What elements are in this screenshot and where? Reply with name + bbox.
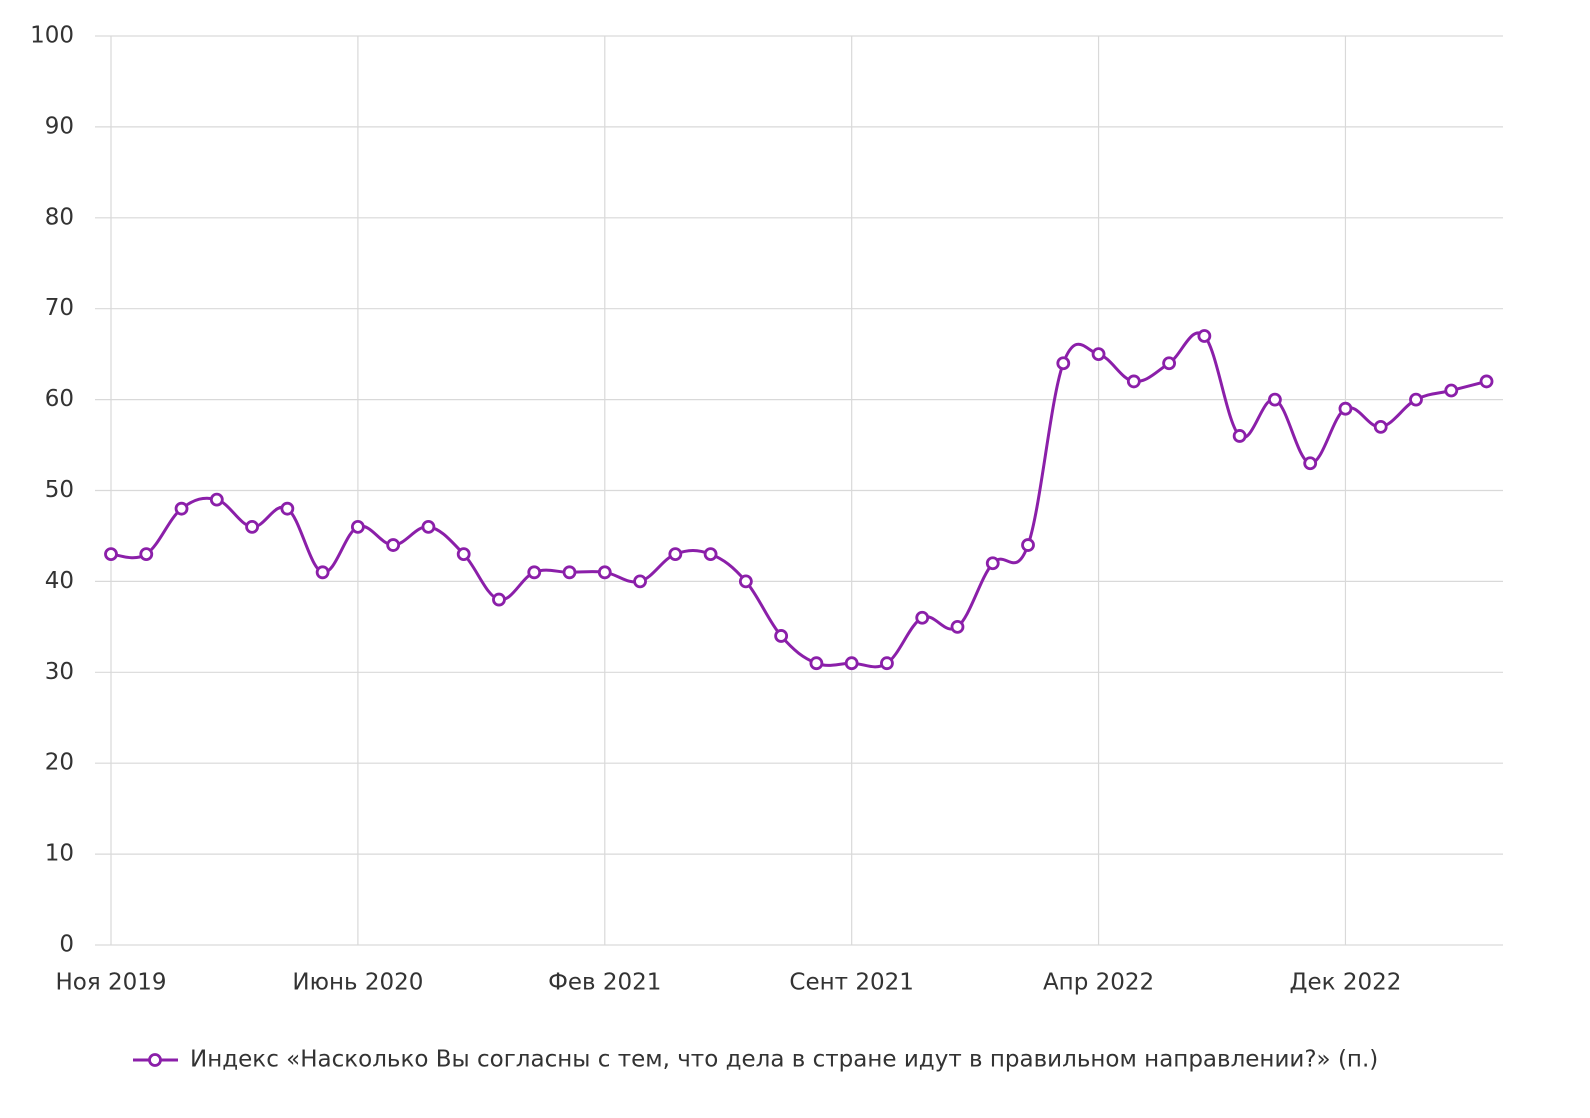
legend-label: Индекс «Насколько Вы согласны с тем, что…: [190, 1047, 1378, 1073]
point: [1303, 456, 1318, 471]
y-tick-label: 30: [45, 659, 74, 685]
point: [209, 492, 224, 507]
point: [880, 656, 894, 671]
y-tick-label: 20: [45, 750, 74, 776]
y-tick-label: 40: [45, 568, 74, 594]
point: [1056, 356, 1071, 371]
point: [104, 547, 118, 562]
point: [245, 519, 259, 534]
y-tick-label: 50: [45, 477, 74, 503]
line: [110, 331, 1487, 669]
x-tick-label: Дек 2022: [1290, 970, 1402, 996]
y-tick-label: 80: [45, 204, 74, 230]
point: [562, 565, 577, 580]
point: [844, 656, 859, 671]
point: [174, 501, 189, 516]
point: [950, 619, 965, 634]
point: [1338, 401, 1353, 416]
point: [456, 547, 471, 562]
point: [774, 629, 789, 643]
point: [738, 574, 753, 589]
point: [703, 547, 718, 562]
point: [350, 519, 365, 534]
y-tick-label: 100: [30, 23, 74, 49]
point: [1444, 383, 1459, 398]
point: [1232, 429, 1247, 443]
x-tick-label: Ноя 2019: [55, 970, 166, 996]
point: [386, 538, 401, 552]
point: [597, 565, 612, 580]
point: [527, 565, 542, 580]
point: [1373, 419, 1388, 434]
point: [668, 547, 683, 562]
point: [985, 556, 1000, 571]
point: [915, 610, 930, 625]
x-tick-label: Июнь 2020: [292, 970, 423, 996]
x-tick-label: Фев 2021: [548, 970, 661, 996]
legend-marker: [148, 1053, 162, 1067]
point: [1162, 356, 1176, 371]
point: [315, 565, 330, 580]
point: [1268, 392, 1282, 407]
point: [492, 592, 506, 607]
point: [1479, 374, 1494, 389]
x-tick-label: Апр 2022: [1043, 970, 1154, 996]
y-tick-label: 90: [45, 113, 74, 139]
y-tick-label: 10: [45, 841, 74, 867]
point: [633, 574, 647, 589]
point: [809, 656, 824, 671]
y-tick-label: 60: [45, 386, 74, 412]
point: [139, 547, 154, 562]
x-tick-label: Сент 2021: [789, 970, 914, 996]
point: [421, 519, 436, 534]
point: [280, 501, 295, 516]
point: [1126, 374, 1141, 389]
point: [1021, 538, 1035, 552]
y-tick-label: 0: [59, 932, 74, 958]
y-tick-label: 70: [45, 295, 74, 321]
point: [1409, 392, 1423, 407]
point: [1197, 329, 1212, 343]
point: [1091, 347, 1106, 362]
